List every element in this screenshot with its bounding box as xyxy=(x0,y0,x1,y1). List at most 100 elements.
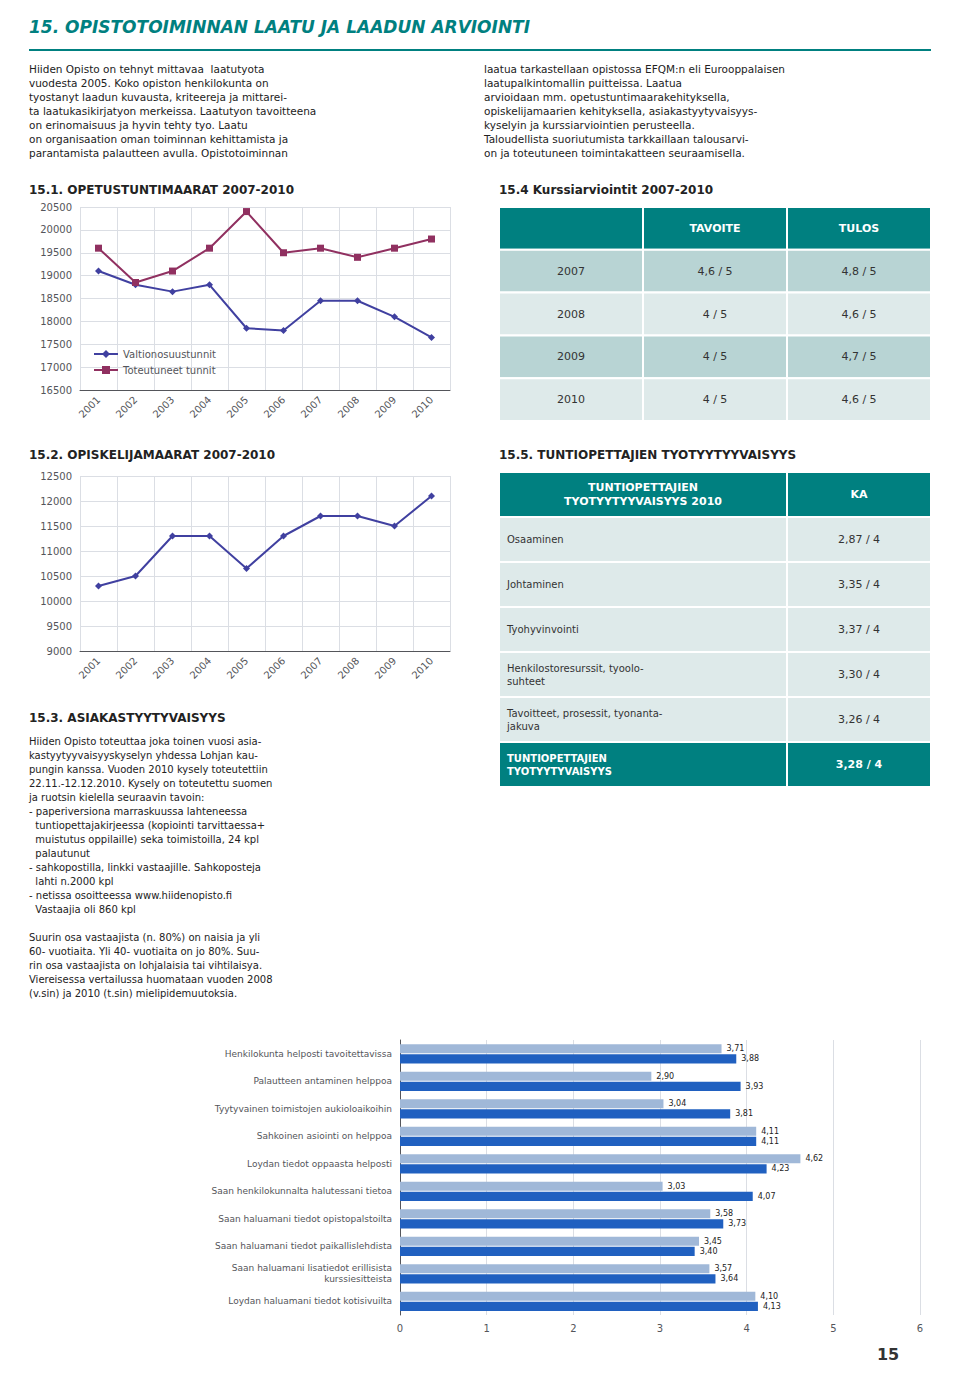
svg-text:4: 4 xyxy=(743,1323,749,1334)
svg-text:vuodesta 2005. Koko opiston he: vuodesta 2005. Koko opiston henkilokunta… xyxy=(29,77,269,89)
svg-text:Tavoitteet, prosessit, tyonant: Tavoitteet, prosessit, tyonanta- xyxy=(506,708,663,719)
svg-text:3,30 / 4: 3,30 / 4 xyxy=(838,668,880,681)
svg-text:2006: 2006 xyxy=(262,394,288,420)
svg-text:2001: 2001 xyxy=(77,394,103,420)
svg-text:20000: 20000 xyxy=(40,224,72,235)
svg-text:palautunut: palautunut xyxy=(29,848,90,859)
svg-text:2010: 2010 xyxy=(410,394,436,420)
svg-text:Hiiden Opisto on tehnyt mittav: Hiiden Opisto on tehnyt mittavaa laatuty… xyxy=(29,63,264,75)
svg-text:- netissa osoitteessa www.hiid: - netissa osoitteessa www.hiidenopisto.f… xyxy=(29,890,232,901)
svg-text:15.4 Kurssiarviointit 2007-201: 15.4 Kurssiarviointit 2007-2010 xyxy=(499,183,713,197)
svg-text:TUNTIOPETTAJIEN: TUNTIOPETTAJIEN xyxy=(588,481,698,494)
svg-text:15.2. OPISKELIJAMAARAT 2007-20: 15.2. OPISKELIJAMAARAT 2007-2010 xyxy=(29,448,275,462)
svg-text:TUNTIOPETTAJIEN: TUNTIOPETTAJIEN xyxy=(507,753,607,764)
svg-text:0: 0 xyxy=(397,1323,403,1334)
svg-text:60- vuotiaita. Yli 40- vuotiai: 60- vuotiaita. Yli 40- vuotiaita on jo 8… xyxy=(29,946,260,957)
svg-text:19500: 19500 xyxy=(40,247,72,258)
svg-text:Saan haluamani tiedot paikalli: Saan haluamani tiedot paikallislehdista xyxy=(215,1241,392,1251)
svg-text:3,71: 3,71 xyxy=(727,1044,745,1053)
svg-text:9500: 9500 xyxy=(47,621,72,632)
svg-text:Suurin osa vastaajista (n. 80%: Suurin osa vastaajista (n. 80%) on naisi… xyxy=(29,932,260,943)
svg-text:22.11.-12.12.2010. Kysely on t: 22.11.-12.12.2010. Kysely on toteutettu … xyxy=(29,778,272,789)
svg-text:2007: 2007 xyxy=(299,394,325,420)
svg-text:4,11: 4,11 xyxy=(761,1127,779,1136)
svg-text:3,64: 3,64 xyxy=(720,1274,738,1283)
svg-text:kyselyin ja kurssiarviointien: kyselyin ja kurssiarviointien perusteell… xyxy=(484,119,695,131)
svg-text:(v.sin) ja 2010 (t.sin) mielip: (v.sin) ja 2010 (t.sin) mielipidemuutoks… xyxy=(29,988,237,999)
svg-text:2005: 2005 xyxy=(225,394,251,420)
svg-text:Sahkoinen asiointi on helppoa: Sahkoinen asiointi on helppoa xyxy=(257,1131,392,1141)
svg-text:18000: 18000 xyxy=(40,316,72,327)
svg-text:pungin kanssa. Vuoden 2010 kys: pungin kanssa. Vuoden 2010 kysely toteut… xyxy=(29,764,268,775)
svg-text:5: 5 xyxy=(830,1323,836,1334)
svg-text:4,6 / 5: 4,6 / 5 xyxy=(841,393,876,406)
svg-text:2,90: 2,90 xyxy=(656,1072,674,1081)
svg-text:2003: 2003 xyxy=(151,394,177,420)
svg-text:Tyohyvinvointi: Tyohyvinvointi xyxy=(506,624,579,635)
svg-text:2009: 2009 xyxy=(373,394,399,420)
svg-text:2004: 2004 xyxy=(188,655,214,681)
svg-text:15.5. TUNTIOPETTAJIEN TYOTYYTY: 15.5. TUNTIOPETTAJIEN TYOTYYTYYVAISYYS xyxy=(499,448,796,462)
svg-text:Toteutuneet tunnit: Toteutuneet tunnit xyxy=(122,365,216,376)
svg-text:12000: 12000 xyxy=(40,496,72,507)
svg-text:ja ruotsin kielella seuraavin: ja ruotsin kielella seuraavin tavoin: xyxy=(28,792,204,803)
svg-text:KA: KA xyxy=(850,488,868,501)
svg-text:3,37 / 4: 3,37 / 4 xyxy=(838,623,880,636)
svg-text:2001: 2001 xyxy=(77,655,103,681)
svg-text:TULOS: TULOS xyxy=(839,222,879,235)
svg-text:3,93: 3,93 xyxy=(746,1082,764,1091)
svg-text:2006: 2006 xyxy=(262,655,288,681)
svg-text:20500: 20500 xyxy=(40,202,72,213)
svg-text:laatupalkintomallin puitteissa: laatupalkintomallin puitteissa. Laatua xyxy=(484,77,682,89)
svg-text:lahti n.2000 kpl: lahti n.2000 kpl xyxy=(29,876,114,887)
svg-text:2010: 2010 xyxy=(410,655,436,681)
svg-text:on organisaation oman toiminna: on organisaation oman toiminnan kehittam… xyxy=(29,133,288,145)
svg-text:TYOTYYTYVAISYYS: TYOTYYTYVAISYYS xyxy=(507,766,612,777)
svg-text:kurssiesitteista: kurssiesitteista xyxy=(324,1274,392,1284)
svg-text:Henkilokunta helposti tavoitet: Henkilokunta helposti tavoitettavissa xyxy=(225,1049,392,1059)
svg-text:2010: 2010 xyxy=(557,393,585,406)
svg-text:2002: 2002 xyxy=(114,655,140,681)
svg-text:12500: 12500 xyxy=(40,471,72,482)
svg-text:2007: 2007 xyxy=(557,265,585,278)
svg-text:Viereisessa vertailussa huomat: Viereisessa vertailussa huomataan vuoden… xyxy=(29,974,273,985)
svg-text:15. OPISTOTOIMINNAN LAATU JA L: 15. OPISTOTOIMINNAN LAATU JA LAADUN ARVI… xyxy=(29,17,530,37)
svg-text:TAVOITE: TAVOITE xyxy=(689,222,740,235)
svg-text:Valtionosuustunnit: Valtionosuustunnit xyxy=(123,349,216,360)
svg-text:1: 1 xyxy=(483,1323,489,1334)
svg-text:Hiiden Opisto toteuttaa joka t: Hiiden Opisto toteuttaa joka toinen vuos… xyxy=(29,736,262,747)
svg-text:2: 2 xyxy=(570,1323,576,1334)
svg-text:2003: 2003 xyxy=(151,655,177,681)
svg-text:10500: 10500 xyxy=(40,571,72,582)
svg-text:2008: 2008 xyxy=(336,655,362,681)
svg-text:2,87 / 4: 2,87 / 4 xyxy=(838,533,880,546)
svg-text:2005: 2005 xyxy=(225,655,251,681)
svg-text:3,88: 3,88 xyxy=(741,1054,759,1063)
svg-text:Loydan tiedot oppaasta helpost: Loydan tiedot oppaasta helposti xyxy=(247,1159,392,1169)
svg-text:Vastaajia oli 860 kpl: Vastaajia oli 860 kpl xyxy=(29,904,136,915)
svg-text:4,6 / 5: 4,6 / 5 xyxy=(841,308,876,321)
svg-text:3,26 / 4: 3,26 / 4 xyxy=(838,713,880,726)
svg-text:2004: 2004 xyxy=(188,394,214,420)
svg-text:tyostanyt laadun kuvausta, kri: tyostanyt laadun kuvausta, kriteereja ja… xyxy=(29,91,287,103)
svg-text:laatua tarkastellaan opistossa: laatua tarkastellaan opistossa EFQM:n el… xyxy=(484,63,785,75)
svg-text:4,6 / 5: 4,6 / 5 xyxy=(697,265,732,278)
svg-text:3,28 / 4: 3,28 / 4 xyxy=(836,758,883,771)
svg-text:9000: 9000 xyxy=(47,646,72,657)
svg-text:TYOTYYTYYVAISYYS 2010: TYOTYYTYYVAISYYS 2010 xyxy=(564,495,722,508)
svg-text:2002: 2002 xyxy=(114,394,140,420)
svg-text:15.3. ASIAKASTYYTYVAISYYS: 15.3. ASIAKASTYYTYVAISYYS xyxy=(29,711,226,725)
svg-text:4,8 / 5: 4,8 / 5 xyxy=(841,265,876,278)
svg-text:Palautteen antaminen helppoa: Palautteen antaminen helppoa xyxy=(254,1076,392,1086)
svg-text:17500: 17500 xyxy=(40,339,72,350)
svg-text:suhteet: suhteet xyxy=(507,676,545,687)
svg-text:- paperiversiona marraskuussa: - paperiversiona marraskuussa lahteneess… xyxy=(29,806,247,817)
svg-text:Tyytyvainen toimistojen aukiol: Tyytyvainen toimistojen aukioloaikoihin xyxy=(214,1104,392,1114)
svg-text:15: 15 xyxy=(877,1345,899,1364)
svg-text:19000: 19000 xyxy=(40,270,72,281)
svg-text:4 / 5: 4 / 5 xyxy=(703,308,728,321)
svg-text:4,10: 4,10 xyxy=(760,1292,778,1301)
svg-text:4,23: 4,23 xyxy=(772,1164,790,1173)
svg-text:jakuva: jakuva xyxy=(506,721,540,732)
svg-text:Taloudellista suoriutumista ta: Taloudellista suoriutumista tarkkaillaan… xyxy=(483,133,749,145)
